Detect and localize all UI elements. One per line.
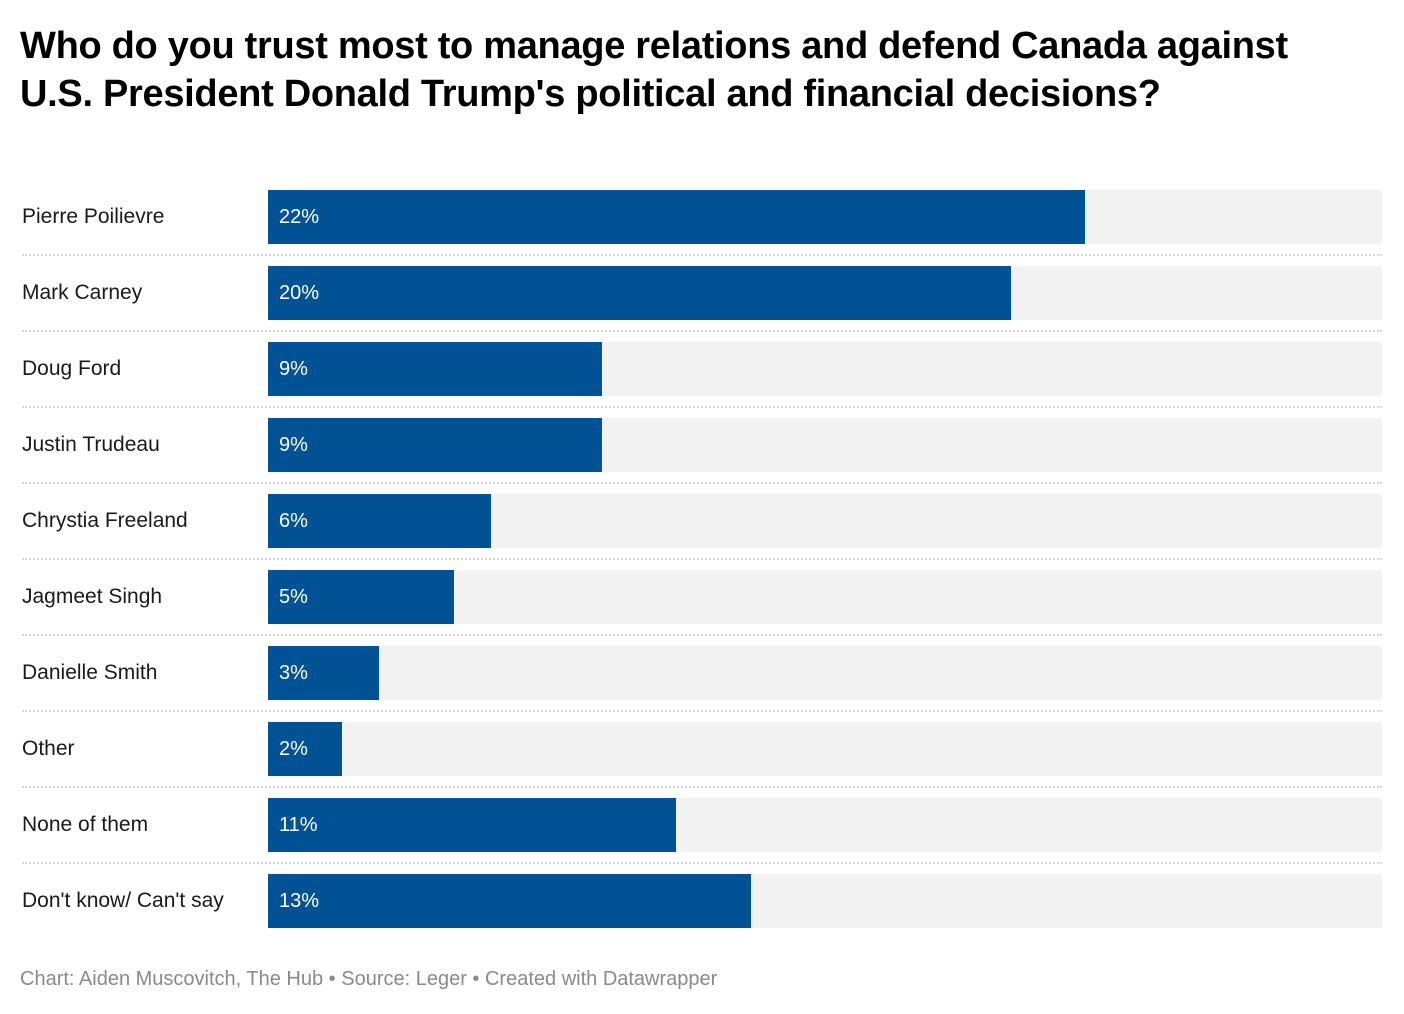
- value-label: 11%: [279, 814, 318, 836]
- row-separator: [22, 558, 1382, 560]
- bar-row: Danielle Smith 3%: [0, 646, 1404, 700]
- category-label: Pierre Poilievre: [22, 205, 165, 228]
- bar: 2%: [268, 722, 343, 776]
- bar: 5%: [268, 570, 454, 624]
- value-label: 9%: [279, 358, 308, 380]
- bar-track: 11%: [268, 798, 1382, 852]
- row-separator: [22, 330, 1382, 332]
- bar-track: 22%: [268, 190, 1382, 244]
- bar-track: 2%: [268, 722, 1382, 776]
- category-label: Jagmeet Singh: [22, 585, 163, 608]
- value-label: 13%: [279, 890, 320, 912]
- value-label: 5%: [279, 586, 308, 608]
- bar-row: Doug Ford 9%: [0, 342, 1404, 396]
- bar-track: 5%: [268, 570, 1382, 624]
- bar-track: 6%: [268, 494, 1382, 548]
- bar: 20%: [268, 266, 1011, 320]
- bar: 13%: [268, 874, 751, 928]
- bar: 9%: [268, 418, 603, 472]
- bar: 3%: [268, 646, 380, 700]
- bar: 6%: [268, 494, 491, 548]
- row-separator: [22, 710, 1382, 712]
- value-label: 22%: [279, 206, 320, 228]
- bar-row: Mark Carney 20%: [0, 266, 1404, 320]
- bar-row: Don't know/ Can't say 13%: [0, 874, 1404, 928]
- value-label: 9%: [279, 434, 308, 456]
- bar-row: Justin Trudeau 9%: [0, 418, 1404, 472]
- chart-footer: Chart: Aiden Muscovitch, The Hub • Sourc…: [20, 968, 718, 990]
- value-label: 2%: [279, 738, 308, 760]
- category-label: Mark Carney: [22, 281, 143, 304]
- bar-row: Jagmeet Singh 5%: [0, 570, 1404, 624]
- category-label: Danielle Smith: [22, 661, 158, 684]
- category-label: Other: [22, 737, 75, 760]
- bar-track: 20%: [268, 266, 1382, 320]
- category-label: Chrystia Freeland: [22, 509, 188, 532]
- bar-row: None of them 11%: [0, 798, 1404, 852]
- bar-row: Other 2%: [0, 722, 1404, 776]
- value-label: 3%: [279, 662, 308, 684]
- row-separator: [22, 862, 1382, 864]
- category-label: Don't know/ Can't say: [22, 889, 224, 912]
- chart-title: Who do you trust most to manage relation…: [20, 25, 1288, 115]
- row-separator: [22, 406, 1382, 408]
- value-label: 6%: [279, 510, 308, 532]
- bar-row: Pierre Poilievre 22%: [0, 190, 1404, 244]
- bar: 22%: [268, 190, 1085, 244]
- category-label: None of them: [22, 813, 149, 836]
- row-separator: [22, 482, 1382, 484]
- bar-track: 3%: [268, 646, 1382, 700]
- bar-track: 13%: [268, 874, 1382, 928]
- bar: 11%: [268, 798, 677, 852]
- row-separator: [22, 786, 1382, 788]
- category-label: Justin Trudeau: [22, 433, 160, 456]
- bar-track: 9%: [268, 342, 1382, 396]
- category-label: Doug Ford: [22, 357, 122, 380]
- bar-row: Chrystia Freeland 6%: [0, 494, 1404, 548]
- row-separator: [22, 634, 1382, 636]
- bar-track: 9%: [268, 418, 1382, 472]
- bar: 9%: [268, 342, 603, 396]
- row-separator: [22, 254, 1382, 256]
- value-label: 20%: [279, 282, 320, 304]
